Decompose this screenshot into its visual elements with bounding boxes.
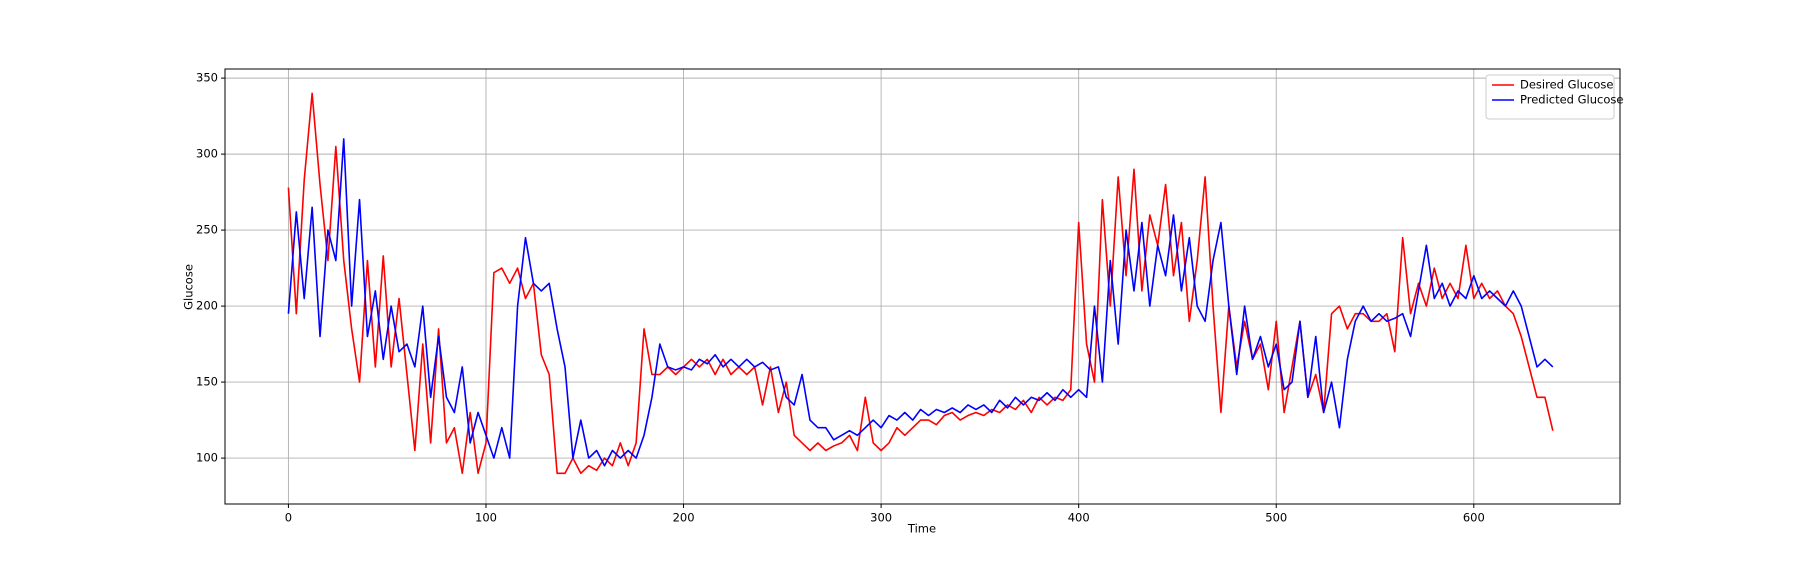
x-tick-label: 200 (673, 511, 695, 525)
data-line (287, 138, 1554, 467)
x-tick-label: 0 (285, 511, 292, 525)
y-tick-label: 100 (196, 451, 218, 465)
data-line (287, 92, 1554, 475)
x-axis-label: Time (907, 522, 936, 536)
legend-box (1485, 74, 1615, 120)
y-tick-label: 250 (196, 223, 218, 237)
x-tick-label: 400 (1068, 511, 1090, 525)
y-axis-label: Glucose (182, 264, 196, 310)
y-tick-label: 150 (196, 375, 218, 389)
y-tick-label: 350 (196, 71, 218, 85)
legend-label: Desired Glucose (1520, 78, 1613, 92)
x-tick-label: 600 (1463, 511, 1485, 525)
plot-area (225, 69, 1620, 504)
legend-label: Predicted Glucose (1520, 93, 1623, 107)
x-tick-label: 300 (870, 511, 892, 525)
x-tick-label: 100 (475, 511, 497, 525)
x-tick-label: 500 (1265, 511, 1287, 525)
plot-frame (224, 68, 1621, 505)
y-tick-label: 300 (196, 147, 218, 161)
y-tick-label: 200 (196, 299, 218, 313)
